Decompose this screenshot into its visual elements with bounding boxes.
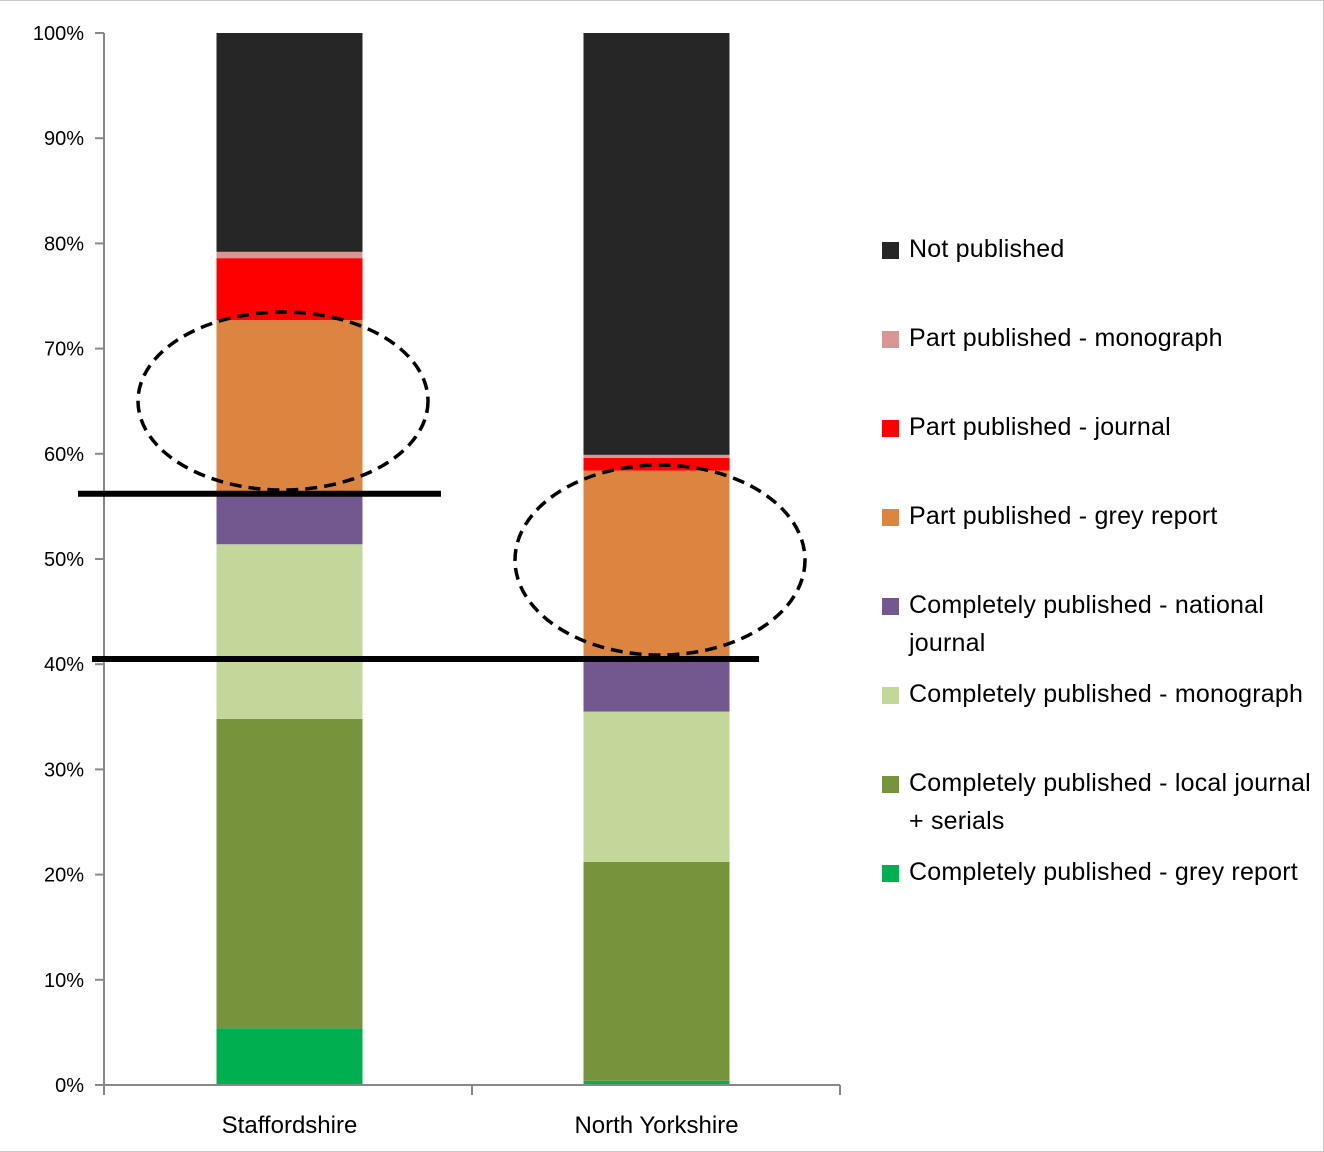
x-category-labels-group: Staffordshire North Yorkshire: [222, 1112, 739, 1139]
legend-label: Completely published - national journal: [909, 591, 1265, 657]
bar-north-yorkshire-part-published-grey-report: [583, 470, 730, 659]
legend-item-part-published-grey-report: Part published - grey report: [882, 497, 1322, 586]
legend-swatch: [882, 420, 899, 437]
legend-item-part-published-monograph: Part published - monograph: [882, 319, 1322, 408]
bar-staffordshire-completely-published-local-journal-serials: [216, 718, 363, 1029]
y-tick-label: 10%: [44, 970, 84, 992]
y-tick-label: 100%: [33, 23, 84, 45]
bar-north-yorkshire-completely-published-local-journal-serials: [583, 861, 730, 1081]
legend-label: Part published - journal: [909, 413, 1171, 441]
legend-label: Completely published - grey report: [909, 858, 1298, 886]
y-tick-label: 0%: [55, 1075, 84, 1097]
legend-label: Completely published - local journal + s…: [909, 769, 1311, 835]
y-tick-label: 40%: [44, 654, 84, 676]
y-tick-label: 90%: [44, 128, 84, 150]
bar-north-yorkshire-completely-published-national-journal: [583, 658, 730, 712]
legend-swatch: [882, 331, 899, 348]
legend-swatch: [882, 242, 899, 259]
bars-group: [216, 33, 730, 1085]
bar-staffordshire-completely-published-grey-report: [216, 1028, 363, 1085]
highlight-ellipse-north-yorkshire: [513, 463, 807, 657]
y-tick-label: 70%: [44, 339, 84, 361]
highlight-ellipse-staffordshire: [136, 310, 430, 492]
axes-group: [103, 33, 841, 1095]
y-tick-label: 60%: [44, 444, 84, 466]
bar-staffordshire-part-published-grey-report: [216, 320, 363, 494]
legend-swatch: [882, 865, 899, 882]
y-tick-label: 80%: [44, 233, 84, 255]
bar-staffordshire-completely-published-national-journal: [216, 493, 363, 545]
x-category-label: Staffordshire: [222, 1112, 358, 1139]
legend-label: Part published - monograph: [909, 324, 1223, 352]
y-ticks-group: 0% 10% 20% 30% 40% 50% 60% 70% 80% 90% 100%: [33, 23, 104, 1097]
legend-item-completely-published-grey-report: Completely published - grey report: [882, 853, 1322, 942]
annotations-group: [78, 310, 807, 662]
legend-item-completely-published-national-journal: Completely published - national journal: [882, 586, 1322, 675]
bar-north-yorkshire-completely-published-grey-report: [583, 1080, 730, 1085]
y-tick-label: 20%: [44, 865, 84, 887]
bar-north-yorkshire-not-published: [583, 33, 730, 455]
bar-north-yorkshire-completely-published-monograph: [583, 711, 730, 862]
legend-item-not-published: Not published: [882, 230, 1322, 319]
bar-staffordshire-part-published-monograph: [216, 251, 363, 259]
x-category-label: North Yorkshire: [574, 1112, 738, 1139]
legend: Not published Part published - monograph P…: [882, 230, 1322, 942]
legend-swatch: [882, 598, 899, 615]
legend-swatch: [882, 509, 899, 526]
bar-north-yorkshire-part-published-journal: [583, 458, 730, 471]
bar-north-yorkshire-part-published-monograph: [583, 454, 730, 459]
legend-item-completely-published-monograph: Completely published - monograph: [882, 675, 1322, 764]
legend-swatch: [882, 687, 899, 704]
y-tick-label: 30%: [44, 759, 84, 781]
y-tick-label: 50%: [44, 549, 84, 571]
bar-staffordshire-completely-published-monograph: [216, 544, 363, 719]
legend-item-part-published-journal: Part published - journal: [882, 408, 1322, 497]
legend-label: Completely published - monograph: [909, 680, 1304, 708]
bar-staffordshire-not-published: [216, 33, 363, 252]
legend-label: Part published - grey report: [909, 502, 1218, 530]
legend-item-completely-published-local-journal-serials: Completely published - local journal + s…: [882, 764, 1322, 853]
bar-staffordshire-part-published-journal: [216, 258, 363, 321]
legend-label: Not published: [909, 235, 1065, 263]
legend-swatch: [882, 776, 899, 793]
